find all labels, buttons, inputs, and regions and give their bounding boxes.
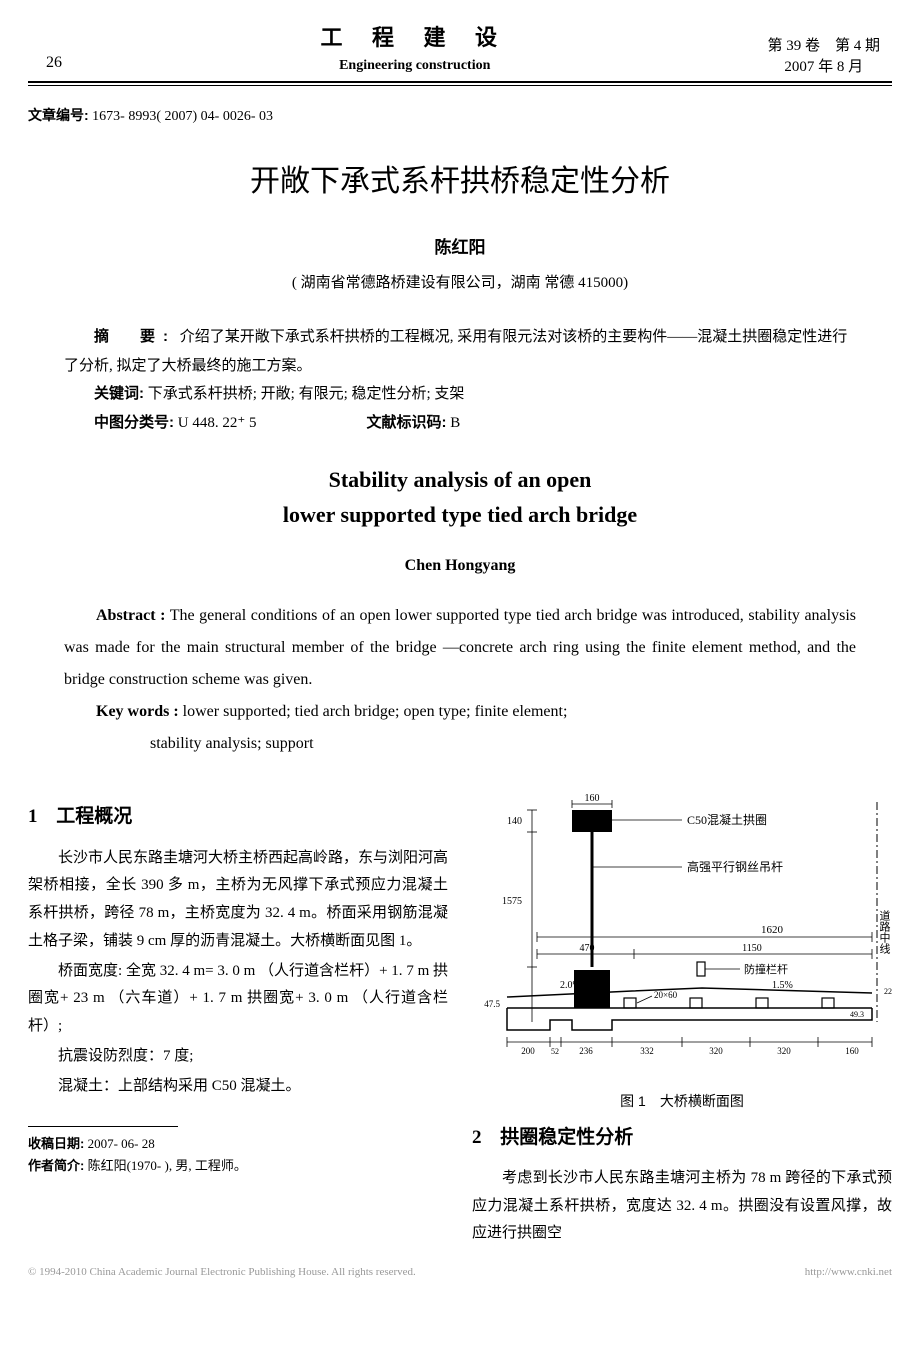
clc-label: 中图分类号: — [94, 414, 174, 431]
fig-d160: 160 — [845, 1046, 859, 1056]
fig-d236: 236 — [579, 1046, 593, 1056]
abstract-en-label: Abstract : — [96, 607, 165, 624]
fig-d320b: 320 — [777, 1046, 791, 1056]
keywords-en-label: Key words : — [96, 703, 179, 720]
page-number: 26 — [28, 50, 62, 78]
section2-p1: 考虑到长沙市人民东路圭塘河主桥为 78 m 跨径的下承式预应力混凝土系杆拱桥，宽… — [472, 1165, 892, 1248]
received-date: 2007- 06- 28 — [88, 1136, 155, 1151]
cross-section-svg: 道路中线 160 C50混凝土拱圈 高强平行钢丝吊杆 — [472, 792, 892, 1082]
affiliation-chinese: ( 湖南省常德路桥建设有限公司，湖南 常德 415000) — [28, 271, 892, 295]
section2-num: 2 — [472, 1127, 482, 1148]
fig-475: 47.5 — [484, 999, 500, 1009]
abstract-chinese-block: 摘 要: 介绍了某开敞下承式系杆拱桥的工程概况, 采用有限元法对该桥的主要构件—… — [64, 323, 856, 437]
fig-493: 49.3 — [850, 1010, 864, 1019]
section1-title: 工程概况 — [56, 806, 132, 827]
doc-code-value: B — [450, 415, 460, 431]
abstract-english-block: Abstract : The general conditions of an … — [64, 600, 856, 760]
copyright-left: © 1994-2010 China Academic Journal Elect… — [28, 1266, 416, 1278]
figure1-caption: 图 1 大桥横断面图 — [472, 1090, 892, 1112]
title-en-line1: Stability analysis of an open — [28, 462, 892, 497]
fig-span1620: 1620 — [761, 924, 784, 936]
fig-topdim: 160 — [585, 793, 600, 804]
abstract-en-line: Abstract : The general conditions of an … — [64, 600, 856, 696]
header-rule — [28, 85, 892, 86]
section2-body: 考虑到长沙市人民东路圭塘河主桥为 78 m 跨径的下承式预应力混凝土系杆拱桥，宽… — [472, 1165, 892, 1248]
section1-num: 1 — [28, 806, 38, 827]
footnote-block: 收稿日期: 2007- 06- 28 作者简介: 陈红阳(1970- ), 男,… — [28, 1133, 448, 1177]
left-column: 1 工程概况 长沙市人民东路圭塘河大桥主桥西起高岭路，东与浏阳河高架桥相接，全长… — [28, 792, 448, 1250]
fig-d332: 332 — [640, 1046, 654, 1056]
abstract-cn-line: 摘 要: 介绍了某开敞下承式系杆拱桥的工程概况, 采用有限元法对该桥的主要构件—… — [64, 323, 856, 380]
doc-code-label: 文献标识码: — [367, 414, 447, 431]
footnote-rule — [28, 1126, 178, 1127]
author-bio-text: 陈红阳(1970- ), 男, 工程师。 — [88, 1158, 247, 1173]
fig-centerline-label: 道路中线 — [878, 909, 891, 954]
clc-value: U 448. 22⁺ 5 — [178, 415, 257, 431]
section1-body: 长沙市人民东路圭塘河大桥主桥西起高岭路，东与浏阳河高架桥相接，全长 390 多 … — [28, 845, 448, 1101]
author-english: Chen Hongyang — [28, 553, 892, 579]
fig-d320a: 320 — [709, 1046, 723, 1056]
section1-heading: 1 工程概况 — [28, 802, 448, 832]
article-id-line: 文章编号: 1673- 8993( 2007) 04- 0026- 03 — [28, 104, 892, 128]
fig-barrier: 防撞栏杆 — [744, 962, 788, 976]
section1-p4: 混凝土：上部结构采用 C50 混凝土。 — [28, 1073, 448, 1101]
abstract-cn-label: 摘 要: — [94, 328, 176, 345]
issue-date: 2007 年 8 月 — [767, 57, 880, 78]
section2-title: 拱圈稳定性分析 — [500, 1127, 633, 1148]
fig-hanger-label: 高强平行钢丝吊杆 — [687, 859, 783, 874]
journal-name-cn: 工 程 建 设 — [62, 20, 767, 55]
fig-arch-label: C50混凝土拱圈 — [687, 812, 767, 827]
fig-225: 22.5 — [884, 987, 892, 996]
received-date-line: 收稿日期: 2007- 06- 28 — [28, 1133, 448, 1155]
journal-name-en: Engineering construction — [62, 55, 767, 77]
fig-1150: 1150 — [742, 943, 762, 954]
title-english: Stability analysis of an open lower supp… — [28, 462, 892, 532]
fig-20x60: 20×60 — [654, 990, 678, 1000]
section2-heading: 2 拱圈稳定性分析 — [472, 1123, 892, 1153]
two-column-body: 1 工程概况 长沙市人民东路圭塘河大桥主桥西起高岭路，东与浏阳河高架桥相接，全长… — [28, 792, 892, 1250]
section1-p1: 长沙市人民东路圭塘河大桥主桥西起高岭路，东与浏阳河高架桥相接，全长 390 多 … — [28, 845, 448, 956]
fig-h1575: 1575 — [502, 896, 522, 907]
fig-470: 470 — [580, 943, 595, 954]
doc-code-span: 文献标识码: B — [337, 409, 461, 438]
copyright-footer: © 1994-2010 China Academic Journal Elect… — [0, 1260, 920, 1286]
keywords-cn-text: 下承式系杆拱桥; 开敞; 有限元; 稳定性分析; 支架 — [148, 386, 465, 402]
page-header: 26 工 程 建 设 Engineering construction 第 39… — [28, 20, 892, 83]
received-label: 收稿日期: — [28, 1136, 84, 1151]
copyright-right: http://www.cnki.net — [805, 1264, 892, 1282]
abstract-en-text: The general conditions of an open lower … — [64, 607, 856, 688]
article-id-label: 文章编号: — [28, 107, 89, 123]
title-en-line2: lower supported type tied arch bridge — [28, 497, 892, 532]
classification-row: 中图分类号: U 448. 22⁺ 5 文献标识码: B — [64, 409, 856, 438]
section1-p2: 桥面宽度: 全宽 32. 4 m= 3. 0 m （人行道含栏杆）+ 1. 7 … — [28, 958, 448, 1041]
keywords-en-line1: Key words : lower supported; tied arch b… — [64, 696, 856, 728]
author-bio-label: 作者简介: — [28, 1158, 84, 1173]
keywords-en-text1: lower supported; tied arch bridge; open … — [183, 703, 568, 720]
fig-h140: 140 — [507, 816, 522, 827]
journal-title-block: 工 程 建 设 Engineering construction — [62, 20, 767, 78]
volume-issue: 第 39 卷 第 4 期 — [767, 36, 880, 57]
title-chinese: 开敞下承式系杆拱桥稳定性分析 — [28, 158, 892, 206]
clc-span: 中图分类号: U 448. 22⁺ 5 — [64, 409, 257, 438]
keywords-en-line2: stability analysis; support — [64, 728, 856, 760]
section1-p3: 抗震设防烈度：7 度; — [28, 1043, 448, 1071]
right-column: 道路中线 160 C50混凝土拱圈 高强平行钢丝吊杆 — [472, 792, 892, 1250]
author-chinese: 陈红阳 — [28, 234, 892, 261]
fig-slope-right: 1.5% — [772, 980, 793, 991]
article-id-value: 1673- 8993( 2007) 04- 0026- 03 — [92, 109, 273, 124]
keywords-cn-line: 关键词: 下承式系杆拱桥; 开敞; 有限元; 稳定性分析; 支架 — [64, 380, 856, 409]
fig-d52: 52 — [551, 1047, 559, 1056]
author-bio-line: 作者简介: 陈红阳(1970- ), 男, 工程师。 — [28, 1155, 448, 1177]
fig-d200: 200 — [521, 1046, 535, 1056]
keywords-cn-label: 关键词: — [94, 385, 144, 402]
abstract-cn-text: 介绍了某开敞下承式系杆拱桥的工程概况, 采用有限元法对该桥的主要构件——混凝土拱… — [64, 329, 847, 374]
fig-arch-top — [572, 810, 612, 832]
issue-block: 第 39 卷 第 4 期 2007 年 8 月 — [767, 36, 892, 78]
figure1-diagram: 道路中线 160 C50混凝土拱圈 高强平行钢丝吊杆 — [472, 792, 892, 1082]
